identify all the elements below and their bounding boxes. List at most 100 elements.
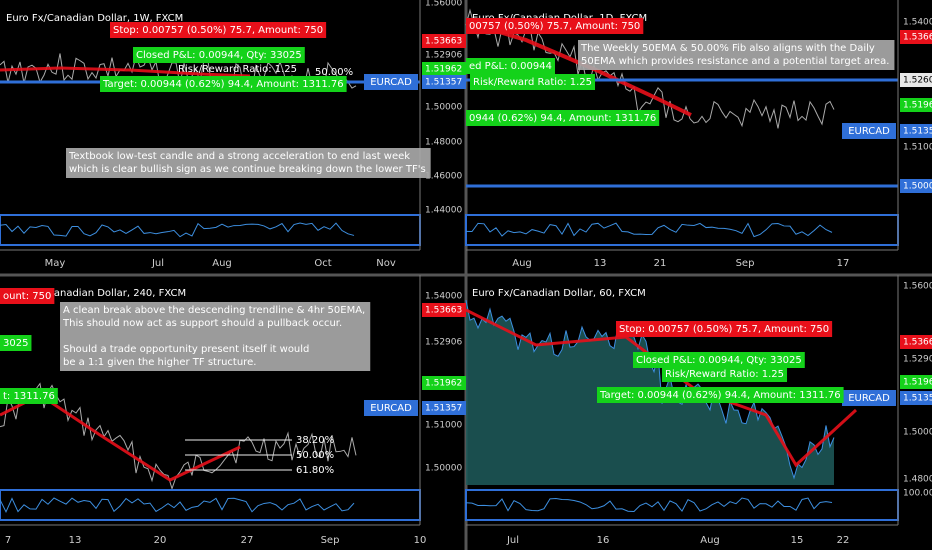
order-box [466, 58, 555, 74]
price-label: 1.50000 [425, 464, 462, 474]
price-label: 1.50000 [425, 103, 462, 113]
time-label: Jul [506, 535, 519, 546]
annotation-box [578, 40, 895, 70]
time-label: 27 [241, 535, 254, 546]
fib-label: 50.00% [315, 67, 353, 78]
order-box [0, 388, 58, 404]
price-tag [900, 179, 932, 193]
order-box [616, 321, 833, 337]
price-label: 1.51962 [903, 378, 932, 388]
time-label: 16 [597, 535, 610, 546]
time-label: 17 [837, 258, 850, 269]
price-label: 1.52906 [903, 355, 932, 365]
price-label: 1.53663 [425, 306, 462, 316]
price-label: 1.48000 [425, 138, 462, 148]
annotation-text: which is clear bullish sign as we contin… [69, 164, 426, 175]
price-label: 1.52906 [425, 338, 462, 348]
price-tag [422, 303, 466, 317]
order-label: ed P&L: 0.00944 [469, 61, 552, 72]
price-line [0, 382, 357, 491]
fib-label: 61.80% [296, 465, 334, 476]
price-tag [900, 335, 932, 349]
price-label: 1.50000 [903, 182, 932, 192]
chart-panel: 1.54000 1.53663 1.52906 1.51962 1.51357 1.510… [0, 275, 466, 546]
price-tag [422, 34, 466, 48]
chart-panel: 1.56000 1.53663 1.52906 1.51962 1.51357 1.500… [465, 275, 932, 546]
symbol-tag [364, 400, 418, 416]
symbol-label: EURCAD [848, 126, 890, 137]
order-label: Target: 0.00944 (0.62%) 94.4, Amount: 13… [599, 390, 841, 401]
order-label: Closed P&L: 0.00944, Qty: 33025 [136, 50, 302, 61]
annotation-box [66, 148, 431, 178]
price-tag [900, 30, 932, 44]
price-label: 1.53663 [903, 338, 932, 348]
price-label: 1.46000 [425, 172, 462, 182]
price-label: 1.56000 [903, 282, 932, 292]
order-box [597, 387, 844, 403]
price-tag [422, 62, 466, 76]
order-label: 00757 (0.50%) 75.7, Amount: 750 [469, 21, 640, 32]
price-label: 1.51357 [425, 404, 462, 414]
price-label: 1.52600 [903, 76, 932, 86]
symbol-label: EURCAD [370, 77, 412, 88]
annotation-box [60, 302, 371, 371]
annotation-text: Textbook low-test candle and a strong ac… [68, 151, 410, 162]
price-tag [900, 98, 932, 112]
price-label: 1.51000 [903, 143, 932, 153]
symbol-label: EURCAD [848, 393, 890, 404]
order-box [633, 352, 805, 368]
annotation-text: A clean break above the descending trend… [63, 305, 365, 316]
order-label: Target: 0.00944 (0.62%) 94.4, Amount: 13… [102, 79, 344, 90]
order-box [100, 76, 347, 92]
order-box [662, 366, 788, 382]
price-tag [422, 75, 466, 89]
order-label: Risk/Reward Ratio: 1.25 [473, 77, 592, 88]
order-box [466, 18, 644, 34]
time-label: 15 [791, 535, 804, 546]
order-label: Closed P&L: 0.00944, Qty: 33025 [636, 355, 802, 366]
price-tag [900, 375, 932, 389]
time-label: 22 [837, 535, 850, 546]
price-tag [900, 73, 932, 87]
symbol-tag [842, 123, 896, 139]
chart-panel: 1.56000 1.53663 1.52906 1.51962 1.51357 1.500… [0, 0, 466, 269]
price-tag [422, 376, 466, 390]
price-label: 1.51962 [425, 379, 462, 389]
price-label: 100.0000 [903, 489, 932, 499]
annotation-text: 50EMA which provides resistance and a po… [581, 56, 889, 67]
order-label: 0944 (0.62%) 94.4, Amount: 1311.76 [469, 113, 656, 124]
time-label: Aug [700, 535, 720, 546]
time-label: 13 [69, 535, 82, 546]
oscillator-line [0, 497, 355, 513]
time-label: 13 [594, 258, 607, 269]
price-label: 1.53663 [903, 33, 932, 43]
time-label: Oct [314, 258, 331, 269]
price-label: 1.51357 [903, 394, 932, 404]
annotation-text: The Weekly 50EMA & 50.00% Fib also align… [580, 43, 875, 54]
order-box [133, 47, 305, 63]
annotation-text: be a 1:1 given the higher TF structure. [63, 357, 256, 368]
ema-line [0, 66, 251, 78]
time-label: 10 [414, 535, 427, 546]
panel-title: Euro Fx/Canadian Dollar, 60, FXCM [472, 288, 646, 299]
order-label: 3025 [3, 338, 28, 349]
symbol-tag [842, 390, 896, 406]
price-label: 1.54000 [425, 292, 462, 302]
price-label: 1.51962 [425, 65, 462, 75]
time-label: Sep [736, 258, 755, 269]
price-label: 1.53663 [425, 37, 462, 47]
price-tag [900, 391, 932, 405]
fib-label: 50.00% [296, 450, 334, 461]
panel-title: Euro Fx/Canadian Dollar, 1W, FXCM [6, 13, 183, 24]
price-tag [422, 401, 466, 415]
order-label: Risk/Reward Ratio: 1.25 [665, 369, 784, 380]
chart-panel: 1.54000 1.53663 1.52600 1.51962 1.51357 1.510… [465, 0, 932, 269]
fib-label: 38.20% [296, 435, 334, 446]
order-label: Stop: 0.00757 (0.50%) 75.7, Amount: 750 [619, 324, 829, 335]
time-label: Nov [376, 258, 396, 269]
price-label: 1.56000 [425, 0, 462, 9]
oscillator-pane [0, 214, 421, 246]
order-label: Stop: 0.00757 (0.50%) 75.7, Amount: 750 [113, 25, 323, 36]
oscillator-pane [465, 489, 899, 521]
